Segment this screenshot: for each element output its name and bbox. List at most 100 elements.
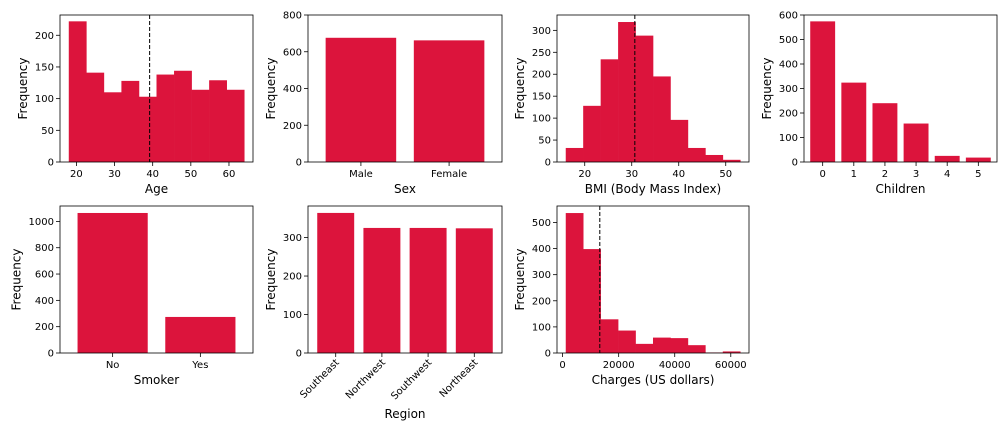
- subplot-4: 0 1 2 3 4 5 0 100 200 300 400 500 600 Children Frequen…: [760, 11, 998, 196]
- y-axis-label: Frequency: [9, 249, 23, 311]
- subplot-6: Southeast Northwest Southwest Northeast 0 100…: [264, 205, 503, 421]
- subplot-2: Male Female 0 200 400 600 800 Sex Frequency: [264, 11, 503, 196]
- y-tick-label: 0: [545, 158, 551, 169]
- y-tick-label: 250: [532, 48, 551, 59]
- subplot-5: No Yes 0 200 400 600 800 1000 Smoker Frequency: [9, 205, 254, 387]
- y-tick-label: 500: [779, 35, 798, 46]
- histogram-bar: [103, 92, 122, 162]
- y-tick-label: 400: [532, 244, 551, 255]
- bar: [77, 212, 148, 353]
- y-tick-label: 400: [283, 84, 302, 95]
- y-tick-label: 150: [35, 62, 54, 73]
- x-tick-label: 20: [70, 169, 83, 180]
- x-tick-label: Yes: [191, 360, 208, 371]
- histogram-bar: [86, 72, 105, 162]
- x-axis-label: Charges (US dollars): [592, 373, 715, 387]
- histogram-bar: [635, 35, 654, 162]
- axes-frame: [59, 205, 254, 354]
- x-tick-label: Northeast: [438, 357, 481, 400]
- y-tick-label: 300: [532, 270, 551, 281]
- histogram-bar: [687, 147, 706, 162]
- y-tick-label: 100: [35, 94, 54, 105]
- x-tick-label: 3: [913, 169, 919, 180]
- y-tick-label: 800: [283, 11, 302, 22]
- y-tick-label: 100: [779, 133, 798, 144]
- x-axis-label: BMI (Body Mass Index): [585, 182, 721, 196]
- x-tick-label: 40: [146, 169, 159, 180]
- bar: [363, 227, 401, 353]
- histogram-bar: [174, 70, 192, 162]
- axes-frame: [59, 14, 254, 163]
- y-tick-label: 0: [792, 158, 798, 169]
- y-tick-label: 0: [545, 349, 551, 360]
- y-tick-label: 600: [779, 11, 798, 22]
- bar: [455, 228, 493, 353]
- x-tick-label: 40000: [659, 360, 691, 371]
- bar: [903, 123, 929, 162]
- y-tick-label: 200: [283, 121, 302, 132]
- histogram-bar: [583, 105, 601, 162]
- subplot-1: 20 30 40 50 60 0 50 100 150 200 Age Frequency: [16, 14, 254, 196]
- y-tick-label: 50: [538, 136, 551, 147]
- x-axis-label: Region: [384, 407, 425, 421]
- y-axis-label: Frequency: [16, 58, 30, 120]
- histogram-bar: [705, 154, 724, 162]
- x-tick-label: 2: [882, 169, 888, 180]
- y-tick-label: 50: [41, 126, 54, 137]
- y-tick-label: 1000: [29, 217, 54, 228]
- bar: [841, 82, 867, 162]
- bar: [409, 227, 447, 353]
- axes-frame: [556, 14, 750, 163]
- x-tick-label: 1: [851, 169, 857, 180]
- histogram-bar: [226, 89, 245, 162]
- axes-frame: [803, 14, 998, 163]
- y-axis-label: Frequency: [760, 58, 774, 120]
- y-axis-label: Frequency: [264, 58, 278, 120]
- x-tick-label: 50: [719, 169, 732, 180]
- y-tick-label: 0: [296, 158, 302, 169]
- histogram-bar: [156, 74, 175, 162]
- y-tick-label: 0: [296, 349, 302, 360]
- histogram-bar: [687, 345, 706, 353]
- histogram-bar: [600, 59, 619, 162]
- histogram-bar: [68, 21, 87, 162]
- y-axis-label: Frequency: [513, 58, 527, 120]
- y-axis-label: Frequency: [264, 249, 278, 311]
- y-tick-label: 0: [48, 158, 54, 169]
- histogram-bar: [600, 319, 619, 353]
- y-tick-label: 0: [48, 349, 54, 360]
- histogram-bar: [722, 351, 741, 353]
- bar: [965, 157, 991, 162]
- x-tick-label: Southeast: [298, 357, 342, 401]
- y-tick-label: 200: [532, 296, 551, 307]
- x-tick-label: 40: [672, 169, 685, 180]
- x-tick-label: 5: [975, 169, 981, 180]
- histogram-bar: [618, 330, 636, 353]
- x-tick-label: 20: [578, 169, 591, 180]
- y-tick-label: 500: [532, 218, 551, 229]
- y-tick-label: 200: [283, 272, 302, 283]
- histogram-bar: [722, 159, 741, 162]
- histogram-bar: [618, 22, 636, 163]
- y-tick-label: 200: [779, 109, 798, 120]
- y-tick-label: 100: [532, 114, 551, 125]
- bar: [934, 155, 960, 162]
- x-tick-label: Male: [349, 169, 373, 180]
- histogram-bar: [652, 337, 671, 353]
- y-tick-label: 300: [532, 26, 551, 37]
- x-axis-label: Age: [145, 182, 168, 196]
- bar: [413, 40, 485, 162]
- x-tick-label: Northwest: [344, 357, 388, 401]
- bar: [317, 212, 355, 353]
- histogram-bar: [653, 76, 671, 162]
- y-tick-label: 300: [283, 233, 302, 244]
- subplot-3: 20 30 40 50 0 50 100 150 200 250 300 BMI (Body Mass…: [513, 14, 750, 196]
- x-tick-label: 0: [819, 169, 825, 180]
- histogram-bar: [670, 119, 689, 162]
- y-tick-label: 400: [779, 60, 798, 71]
- axes-frame: [307, 205, 503, 354]
- y-tick-label: 100: [532, 322, 551, 333]
- x-tick-label: Female: [431, 169, 467, 180]
- axes-frame: [307, 14, 503, 163]
